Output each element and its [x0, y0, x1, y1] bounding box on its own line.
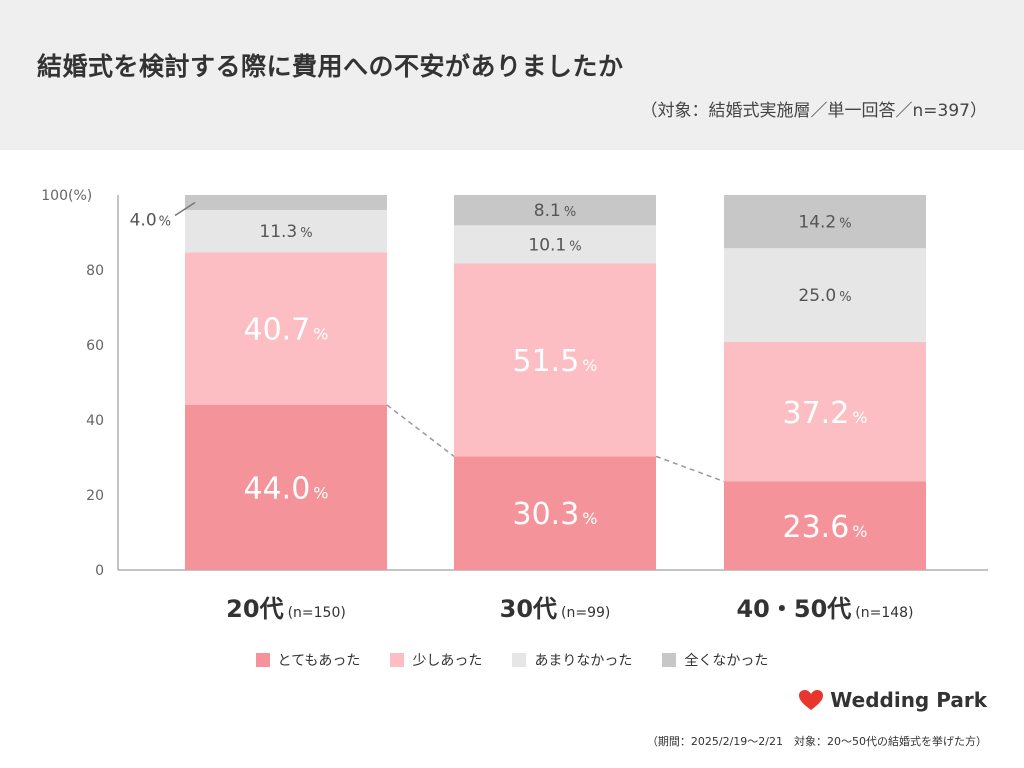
- chart-subtitle: （対象：結婚式実施層／単一回答／n=397）: [640, 101, 987, 121]
- footnote: （期間：2025/2/19〜2/21 対象：20〜50代の結婚式を挙げた方）: [646, 735, 987, 748]
- y-tick-label: 100: [41, 188, 68, 204]
- bar-segment: [724, 481, 926, 570]
- category-label: 40・50代 (n=148): [736, 595, 913, 623]
- y-unit-label: (%): [68, 188, 92, 204]
- bar-segment: [185, 405, 387, 570]
- y-tick-label: 80: [86, 263, 104, 279]
- logo-text: Wedding Park: [830, 688, 987, 712]
- legend-item: 全くなかった: [662, 650, 768, 670]
- bar-segment: [724, 248, 926, 342]
- label-leader-line: [174, 201, 196, 217]
- bar-segment: [454, 195, 656, 226]
- data-label: 14.2%: [798, 213, 851, 233]
- legend-swatch: [662, 653, 677, 667]
- legend-label: とてもあった: [277, 653, 361, 669]
- chart-title: 結婚式を検討する際に費用への不安がありましたか: [37, 52, 624, 81]
- legend-swatch: [255, 653, 270, 667]
- legend-swatch: [390, 653, 405, 667]
- data-label: 51.5%: [513, 344, 598, 379]
- connector-line: [386, 404, 455, 457]
- data-label: 44.0%: [244, 472, 329, 507]
- bar-segment: [724, 195, 926, 249]
- data-label: 30.3%: [513, 497, 598, 532]
- legend-item: あまりなかった: [512, 650, 632, 670]
- data-label: 23.6%: [783, 510, 868, 545]
- bar-segment: [454, 263, 656, 457]
- y-tick-label: 40: [86, 413, 104, 429]
- wedding-park-logo: Wedding Park: [798, 688, 987, 712]
- legend-label: 少しあった: [412, 653, 483, 669]
- bar-segment: [185, 195, 387, 210]
- data-label: 40.7%: [244, 313, 329, 348]
- y-tick-label: 20: [86, 488, 104, 504]
- legend-item: 少しあった: [390, 650, 482, 670]
- data-label: 25.0%: [798, 286, 851, 306]
- legend: とてもあった 少しあった あまりなかった 全くなかった: [0, 650, 1024, 670]
- legend-label: 全くなかった: [684, 653, 769, 669]
- data-label: 8.1%: [534, 201, 576, 221]
- connector-line: [655, 455, 725, 483]
- stacked-bar-chart: 0 20 40 60 80 100 (%) 44.0 % 40.7 % 11.3 % 20代 (n=150)…: [41, 188, 988, 623]
- bar-segment: [724, 342, 926, 482]
- data-label: 10.1%: [528, 235, 581, 255]
- heart-icon: [799, 690, 824, 710]
- legend-item: とてもあった: [255, 650, 361, 670]
- data-label: 37.2%: [783, 396, 868, 431]
- legend-label: あまりなかった: [534, 653, 633, 669]
- category-label: 30代 (n=99): [500, 595, 611, 623]
- y-tick-label: 0: [95, 563, 104, 579]
- data-label: 4.0%: [130, 211, 171, 231]
- category-label: 20代 (n=150): [226, 595, 346, 623]
- legend-swatch: [512, 653, 527, 667]
- header-band: [0, 0, 1024, 150]
- y-tick-label: 60: [86, 338, 104, 354]
- bar-segment: [185, 210, 387, 253]
- bar-segment: [454, 225, 656, 264]
- data-label: 11.3%: [259, 222, 312, 242]
- bar-segment: [454, 456, 656, 570]
- bar-segment: [185, 252, 387, 405]
